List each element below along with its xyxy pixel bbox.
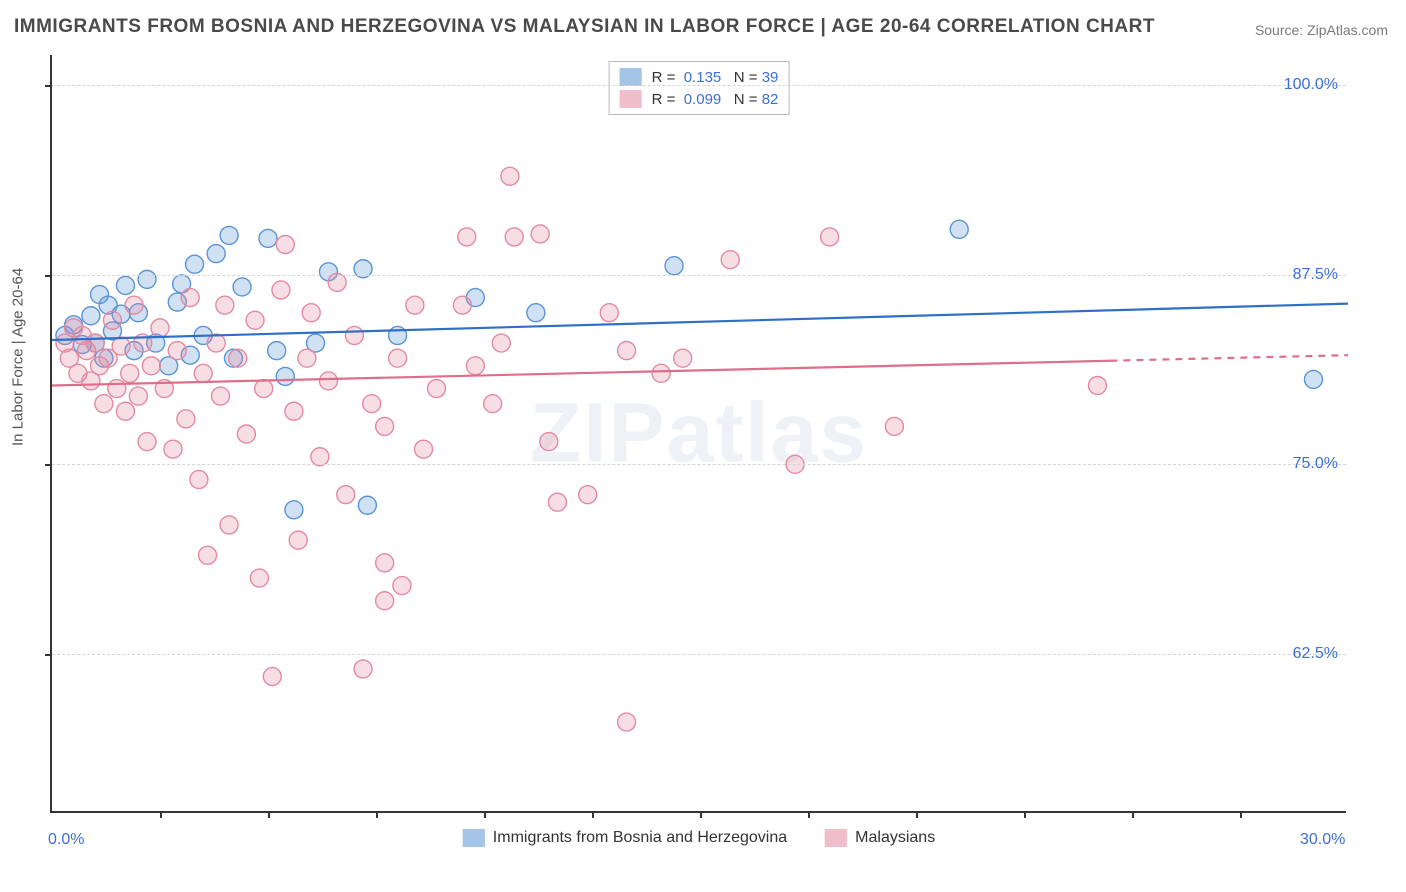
plot-svg <box>52 55 1346 811</box>
legend-stat-text: R = 0.099 N = 82 <box>652 91 779 108</box>
plot-area: ZIPatlas R = 0.135 N = 39R = 0.099 N = 8… <box>50 55 1346 813</box>
source-attribution: Source: ZipAtlas.com <box>1255 22 1388 38</box>
y-tick-label: 87.5% <box>1293 266 1338 284</box>
legend-stats-box: R = 0.135 N = 39 R = 0.099 N = 82 <box>609 61 790 115</box>
legend-swatch <box>463 829 485 847</box>
legend-item: Immigrants from Bosnia and Herzegovina <box>463 829 787 847</box>
y-tick-label: 100.0% <box>1284 76 1338 94</box>
chart-container: IMMIGRANTS FROM BOSNIA AND HERZEGOVINA V… <box>0 0 1406 892</box>
legend-stat-text: R = 0.135 N = 39 <box>652 69 779 86</box>
legend-label: Immigrants from Bosnia and Herzegovina <box>493 829 787 847</box>
y-tick-label: 62.5% <box>1293 645 1338 663</box>
y-tick-label: 75.0% <box>1293 455 1338 473</box>
legend-swatch <box>825 829 847 847</box>
legend-swatch <box>620 90 642 108</box>
legend-series: Immigrants from Bosnia and Herzegovina Ma… <box>463 829 935 847</box>
legend-item: Malaysians <box>825 829 935 847</box>
x-tick-label: 30.0% <box>1300 831 1345 849</box>
x-tick-label: 0.0% <box>48 831 84 849</box>
legend-stat-row: R = 0.099 N = 82 <box>618 88 781 110</box>
y-axis-title: In Labor Force | Age 20-64 <box>10 268 27 446</box>
chart-title: IMMIGRANTS FROM BOSNIA AND HERZEGOVINA V… <box>14 16 1155 38</box>
legend-swatch <box>620 68 642 86</box>
legend-label: Malaysians <box>855 829 935 847</box>
